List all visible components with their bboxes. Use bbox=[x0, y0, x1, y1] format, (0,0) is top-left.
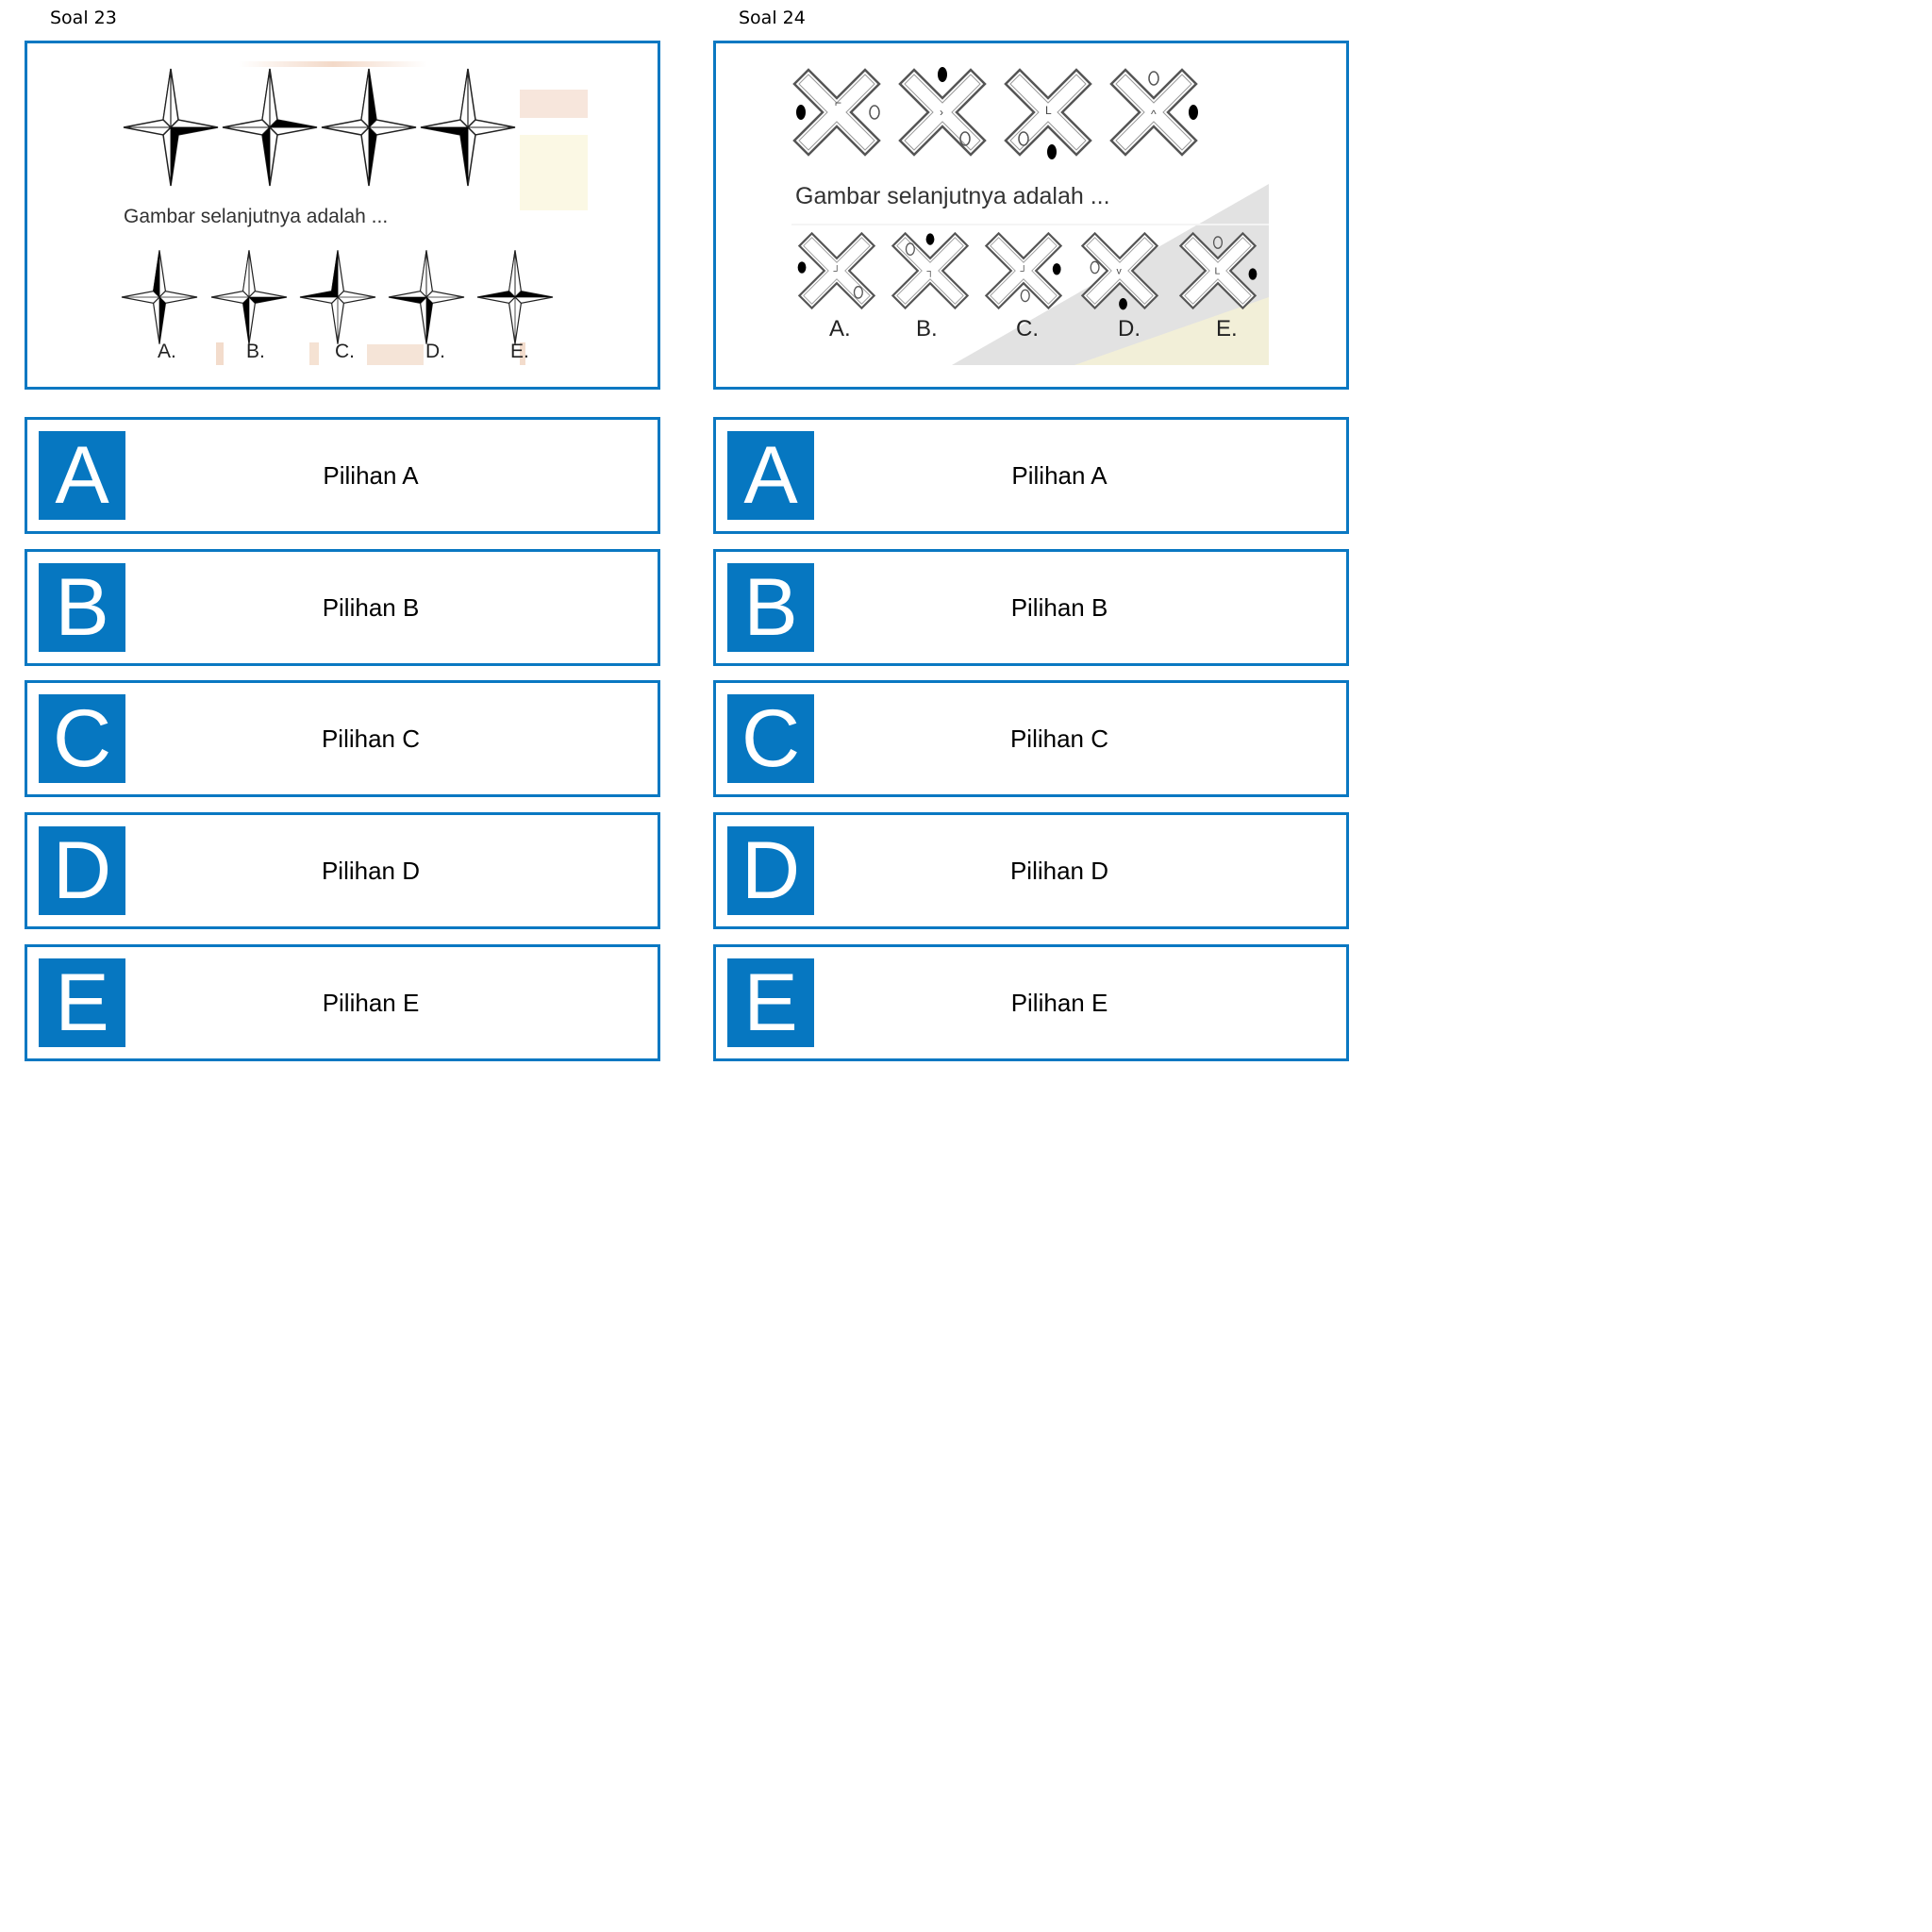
choice-text: Pilihan E bbox=[322, 988, 420, 1017]
svg-text:┘: ┘ bbox=[1019, 265, 1026, 277]
choice-text: Pilihan D bbox=[321, 856, 421, 885]
choice-text: Pilihan A bbox=[323, 460, 419, 490]
choice-a-button[interactable]: A Pilihan A bbox=[25, 417, 660, 534]
option-label-e: E. bbox=[1216, 316, 1238, 341]
star-sequence-figure bbox=[121, 68, 554, 365]
choice-letter: E bbox=[39, 958, 125, 1047]
svg-text:L: L bbox=[1214, 266, 1220, 277]
choice-c-button[interactable]: C Pilihan C bbox=[25, 680, 660, 797]
choice-text: Pilihan B bbox=[1010, 592, 1108, 622]
choice-b-button[interactable]: B Pilihan B bbox=[713, 549, 1349, 666]
option-cross-a: ┘ bbox=[797, 232, 875, 309]
option-label-d: D. bbox=[425, 341, 445, 362]
option-star-c bbox=[299, 249, 376, 345]
svg-text:⌐: ⌐ bbox=[835, 96, 841, 109]
sequence-cross-1: ⌐ bbox=[792, 68, 881, 157]
question-box: ⌐ › L ^ bbox=[713, 41, 1349, 390]
question-prompt: Gambar selanjutnya adalah ... bbox=[795, 183, 1110, 209]
choice-letter: A bbox=[39, 431, 125, 520]
choice-letter: E bbox=[727, 958, 814, 1047]
option-label-a: A. bbox=[158, 341, 176, 362]
sequence-cross-2: › bbox=[898, 67, 987, 157]
choice-letter: B bbox=[727, 563, 814, 652]
option-cross-b: ┐ bbox=[891, 232, 969, 309]
option-label-d: D. bbox=[1118, 316, 1141, 341]
choice-d-button[interactable]: D Pilihan D bbox=[713, 812, 1349, 929]
option-label-c: C. bbox=[335, 341, 355, 362]
option-star-d bbox=[388, 249, 465, 345]
choice-letter: D bbox=[727, 826, 814, 915]
question-image: ⌐ › L ^ bbox=[791, 61, 1269, 365]
svg-text:^: ^ bbox=[1151, 108, 1157, 121]
sequence-star-1 bbox=[123, 68, 219, 187]
sequence-star-2 bbox=[222, 68, 318, 187]
choice-b-button[interactable]: B Pilihan B bbox=[25, 549, 660, 666]
svg-text:┘: ┘ bbox=[832, 265, 840, 277]
question-prompt: Gambar selanjutnya adalah ... bbox=[124, 206, 389, 227]
question-box: Gambar selanjutnya adalah ... A. B. C. D… bbox=[25, 41, 660, 390]
option-label-a: A. bbox=[829, 316, 851, 341]
choice-text: Pilihan B bbox=[322, 592, 420, 622]
sequence-cross-3: L bbox=[1004, 68, 1092, 159]
option-cross-c: ┘ bbox=[985, 232, 1062, 309]
question-title: Soal 23 bbox=[50, 8, 117, 28]
option-star-b bbox=[210, 249, 288, 345]
question-image: Gambar selanjutnya adalah ... A. B. C. D… bbox=[114, 61, 591, 365]
question-title: Soal 24 bbox=[739, 8, 806, 28]
option-cross-e: L bbox=[1179, 232, 1257, 309]
choice-text: Pilihan C bbox=[321, 724, 421, 753]
option-label-b: B. bbox=[246, 341, 265, 362]
option-cross-d: v bbox=[1081, 232, 1158, 310]
choice-letter: A bbox=[727, 431, 814, 520]
sequence-star-3 bbox=[321, 68, 417, 187]
choice-c-button[interactable]: C Pilihan C bbox=[713, 680, 1349, 797]
option-star-a bbox=[121, 249, 198, 345]
sequence-cross-4: ^ bbox=[1109, 68, 1198, 157]
option-star-e bbox=[476, 249, 554, 345]
choice-a-button[interactable]: A Pilihan A bbox=[713, 417, 1349, 534]
choice-letter: C bbox=[39, 694, 125, 783]
choice-text: Pilihan C bbox=[1009, 724, 1109, 753]
choice-d-button[interactable]: D Pilihan D bbox=[25, 812, 660, 929]
choice-text: Pilihan D bbox=[1009, 856, 1109, 885]
choice-letter: C bbox=[727, 694, 814, 783]
choice-text: Pilihan A bbox=[1011, 460, 1108, 490]
choice-e-button[interactable]: E Pilihan E bbox=[25, 944, 660, 1061]
choice-letter: D bbox=[39, 826, 125, 915]
option-label-e: E. bbox=[510, 341, 529, 362]
option-label-b: B. bbox=[916, 316, 938, 341]
svg-text:›: › bbox=[940, 106, 943, 119]
choice-letter: B bbox=[39, 563, 125, 652]
choice-text: Pilihan E bbox=[1010, 988, 1108, 1017]
svg-text:v: v bbox=[1116, 266, 1122, 277]
sequence-star-4 bbox=[420, 68, 516, 187]
svg-text:L: L bbox=[1045, 104, 1052, 117]
cross-sequence-figure: ⌐ › L ^ bbox=[792, 67, 1257, 310]
choice-e-button[interactable]: E Pilihan E bbox=[713, 944, 1349, 1061]
svg-text:┐: ┐ bbox=[925, 266, 933, 278]
option-label-c: C. bbox=[1016, 316, 1039, 341]
